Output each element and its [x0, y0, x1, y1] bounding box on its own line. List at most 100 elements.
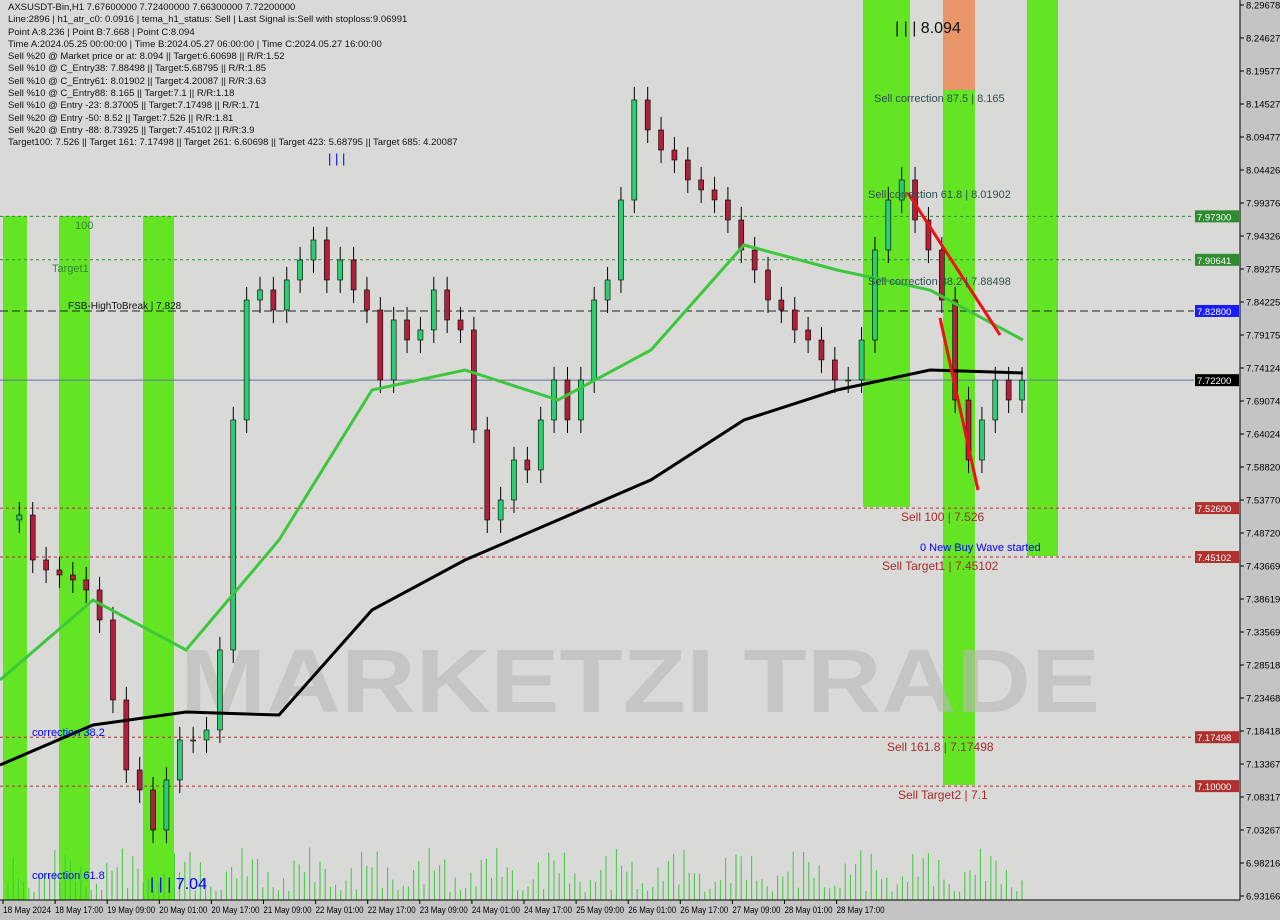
x-tick-label: 20 May 17:00: [211, 905, 259, 916]
candle-body: [136, 769, 143, 791]
label-sell-875: Sell correction 87.5 | 8.165: [874, 93, 1005, 105]
info-line: Time A:2024.05.25 00:00:00 | Time B:2024…: [8, 38, 382, 50]
candle-body: [497, 499, 504, 521]
candle-body: [150, 789, 156, 831]
candle-body: [778, 299, 785, 311]
candle-body: [230, 419, 237, 651]
candle-body: [992, 379, 999, 421]
level-price-tags: 7.97300 7.90641 7.82800 7.72200 7.52600 7.451…: [1195, 210, 1239, 793]
price-tag-bg: [1195, 780, 1239, 793]
moving-averages: [0, 192, 1024, 767]
info-line: Sell %10 @ C_Entry88: 8.165 || Target:7.…: [8, 88, 235, 100]
info-line: Target100: 7.526 || Target 161: 7.17498 …: [8, 137, 458, 149]
price-tag-bg: [1195, 731, 1239, 744]
x-tick-label: 18 May 17:00: [55, 905, 103, 916]
time-axis[interactable]: [0, 900, 1240, 920]
candle-body: [791, 309, 798, 331]
candle-body: [671, 149, 678, 161]
candle-body: [818, 339, 825, 361]
candle-body: [511, 459, 517, 501]
candle-body: [444, 289, 450, 321]
ma-black-line: [0, 368, 1024, 767]
y-tick-label: 7.84225: [1246, 298, 1280, 309]
y-tick-label: 8.04426: [1246, 166, 1280, 177]
price-tag: 7.10000: [1197, 782, 1231, 793]
x-tick-label: 20 May 01:00: [159, 905, 207, 916]
x-tick-label: 19 May 09:00: [107, 905, 155, 916]
candle-body: [110, 619, 116, 701]
price-tag: 7.17498: [1197, 733, 1231, 744]
candle-body: [765, 269, 771, 301]
x-tick-label: 25 May 09:00: [576, 905, 624, 916]
candle-body: [684, 159, 691, 181]
price-tag: 7.82800: [1197, 307, 1231, 318]
candle-body: [16, 514, 23, 521]
y-tick-label: 7.69074: [1246, 397, 1280, 408]
signal-zone-orange: [943, 0, 975, 90]
candle-body: [56, 569, 63, 576]
price-tag-bg: [1195, 304, 1239, 317]
info-line: Sell %10 @ C_Entry61: 8.01902 || Target:…: [8, 75, 267, 87]
chart-info-panel: AXSUSDT-Bin,H1 7.67600000 7.72400000 7.6…: [8, 2, 458, 150]
candle-body: [324, 239, 330, 281]
candle-body: [925, 219, 932, 251]
signal-zone-green: [1027, 0, 1058, 556]
candle-body: [631, 99, 638, 201]
y-tick-label: 8.29678: [1246, 1, 1280, 12]
candle-body: [604, 279, 611, 301]
info-line: Point A:8.236 | Point B:7.668 | Point C:…: [8, 26, 195, 38]
info-line: Sell %20 @ Entry -50: 8.52 || Target:7.5…: [8, 112, 234, 124]
candle-body: [471, 329, 477, 431]
candle-body: [243, 299, 250, 421]
price-tag: 7.90641: [1197, 256, 1231, 267]
signal-zone-green: [59, 216, 90, 900]
x-tick-label: 22 May 17:00: [368, 905, 416, 916]
candle-body: [297, 259, 303, 281]
candle-body: [578, 379, 584, 421]
y-tick-label: 7.23468: [1246, 694, 1280, 705]
y-tick-label: 7.33569: [1246, 628, 1280, 639]
candle-body: [83, 579, 90, 591]
y-tick-label: 7.43669: [1246, 562, 1280, 573]
candle-body: [484, 429, 491, 521]
candle-body: [938, 249, 945, 301]
x-tick-label: 22 May 01:00: [316, 905, 364, 916]
candle-body: [591, 299, 598, 381]
y-tick-label: 7.53770: [1246, 496, 1280, 507]
label-sell-target2: Sell Target2 | 7.1: [898, 788, 988, 802]
label-100: 100: [75, 220, 93, 232]
label-bars-mark: | | |: [328, 151, 345, 166]
candle-body: [176, 739, 183, 781]
candle-body: [123, 699, 130, 771]
label-high-mark: | | | 8.094: [895, 20, 961, 37]
label-sell-target1: Sell Target1 | 7.45102: [882, 559, 999, 573]
y-tick-label: 7.64024: [1246, 430, 1280, 441]
price-axis[interactable]: [1240, 0, 1280, 920]
x-tick-label: 26 May 01:00: [628, 905, 676, 916]
price-tag: 7.97300: [1197, 212, 1231, 223]
info-line: Sell %20 @ Market price or at: 8.094 || …: [8, 51, 285, 63]
candle-body: [337, 259, 344, 281]
price-tag-bg: [1195, 551, 1239, 564]
y-tick-label: 7.13367: [1246, 760, 1280, 771]
candle-body: [711, 189, 718, 201]
price-levels: [0, 215, 1194, 787]
info-line: Sell %10 @ Entry -23: 8.37005 || Target:…: [8, 100, 260, 112]
candle-body: [658, 129, 664, 151]
x-tick-label: 28 May 17:00: [837, 905, 885, 916]
candle-body: [283, 279, 290, 311]
y-tick-label: 7.18418: [1246, 727, 1280, 738]
y-tick-label: 7.79175: [1246, 331, 1280, 342]
y-tick-labels: 8.29678 8.24627 8.19577 8.14527 8.09477 8.044…: [1240, 1, 1280, 903]
price-tag-bg: [1195, 374, 1239, 387]
label-correction-38: correction 38.2: [32, 727, 105, 739]
candle-body: [858, 339, 865, 381]
label-sell-618: Sell correction 61.8 | 8.01902: [868, 189, 1011, 201]
candle-body: [1005, 379, 1012, 401]
candle-body: [644, 99, 651, 131]
label-sell-100: Sell 100 | 7.526: [901, 510, 985, 524]
candle-body: [751, 249, 758, 271]
volume-bars: [7, 847, 1023, 900]
candle-body: [845, 379, 852, 382]
